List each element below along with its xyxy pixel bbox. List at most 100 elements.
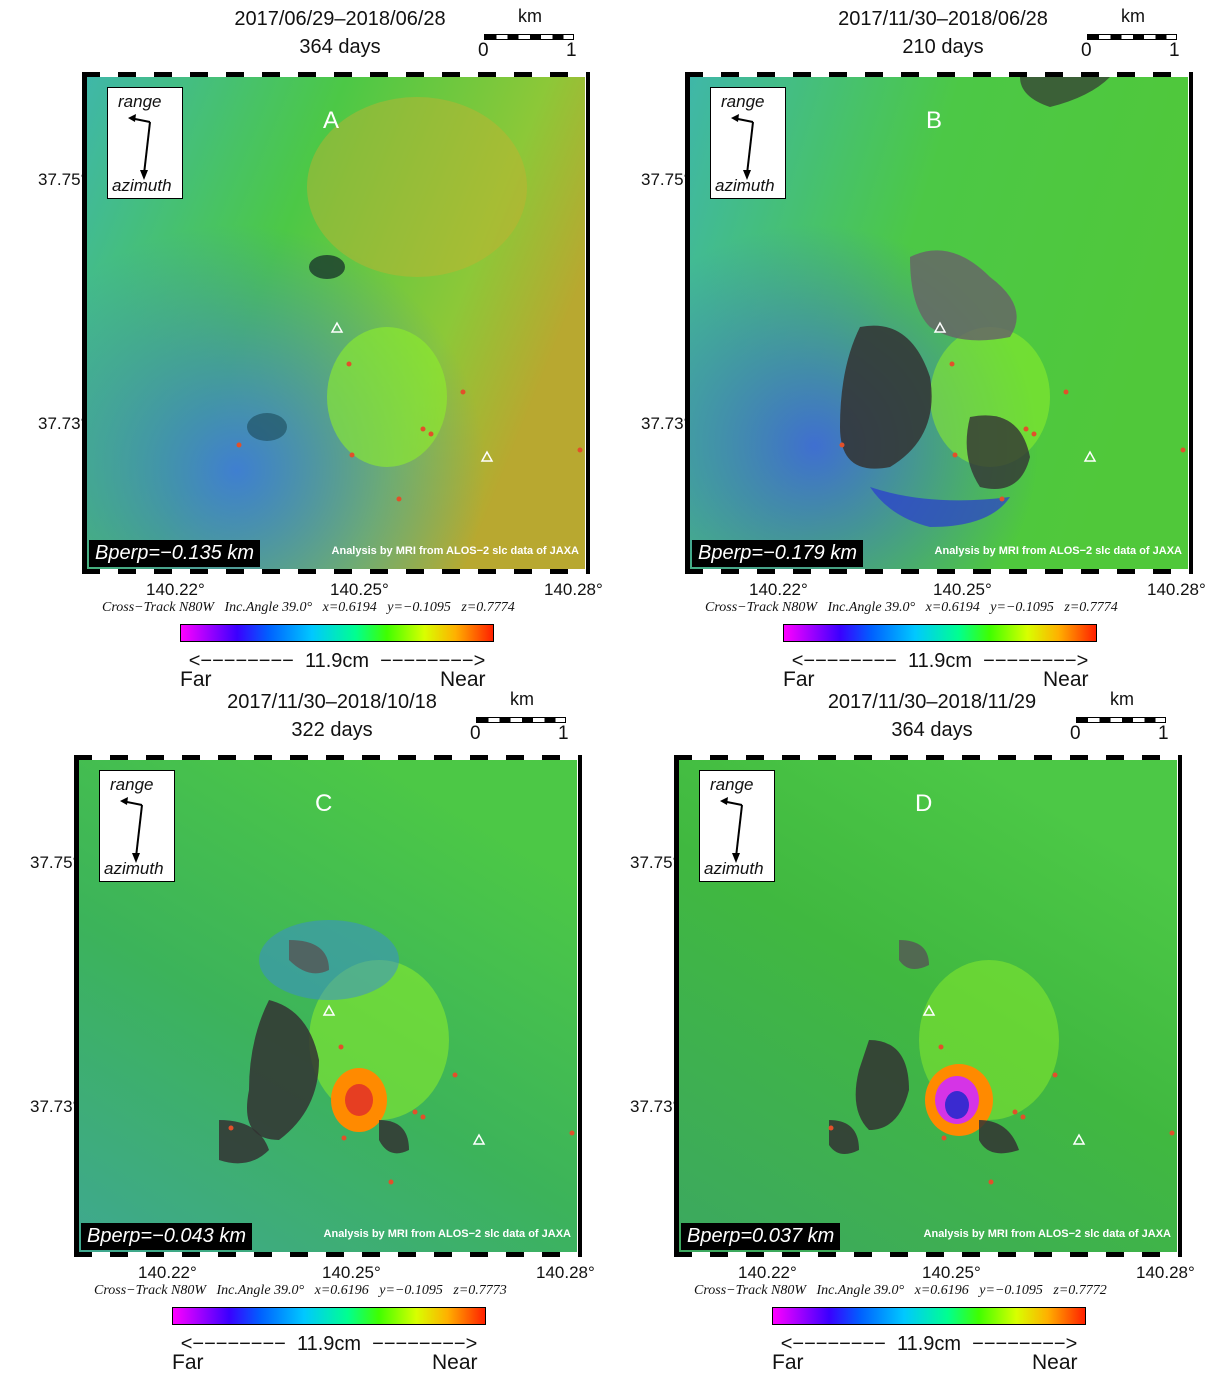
colorbar-label: <−−−−−−−− 11.9cm −−−−−−−−> — [180, 1333, 478, 1355]
volcano-triangle — [1083, 450, 1097, 462]
epicenter-dot — [999, 496, 1005, 502]
scale-min: 0 — [478, 40, 489, 61]
bperp-label: Bperp=0.037 km — [681, 1223, 841, 1250]
volcano-triangle — [922, 1004, 936, 1016]
bperp-label: Bperp=−0.179 km — [692, 540, 863, 567]
colorbar-label: <−−−−−−−− 11.9cm −−−−−−−−> — [188, 650, 486, 672]
date-range: 2017/11/30–2018/10/18 — [227, 691, 437, 713]
days-count: 364 days — [299, 36, 381, 58]
bperp-label: Bperp=−0.135 km — [89, 540, 260, 567]
scale-min: 0 — [470, 723, 481, 744]
lat-label-bottom: 37.73° — [641, 414, 691, 433]
lon-label-2: 140.25° — [322, 1263, 381, 1282]
date-range: 2017/11/30–2018/06/28 — [838, 8, 1048, 30]
epicenter-dot — [349, 452, 355, 458]
epicenter-dot — [1012, 1109, 1018, 1115]
range-label: range — [110, 775, 154, 794]
volcano-triangle — [472, 1133, 486, 1145]
features-overlay — [236, 321, 583, 502]
panel-c: 2017/11/30–2018/10/18 322 days km 0 1 37… — [0, 683, 595, 1374]
epicenter-dot — [396, 496, 402, 502]
days-count: 322 days — [291, 719, 373, 741]
cross-track-info: Cross−Track N80W Inc.Angle 39.0° x=0.619… — [705, 600, 1118, 615]
scale-unit: km — [518, 6, 542, 26]
colorbar-label: <−−−−−−−− 11.9cm −−−−−−−−> — [791, 650, 1089, 672]
volcano-triangle — [330, 321, 344, 333]
epicenter-dot — [988, 1179, 994, 1185]
lon-label-1: 140.22° — [738, 1263, 797, 1282]
panel-d: 2017/11/30–2018/11/29 364 days km 0 1 37… — [592, 683, 1195, 1374]
epicenter-dot — [460, 389, 466, 395]
lon-label-2: 140.25° — [933, 580, 992, 599]
panel-letter: A — [323, 107, 340, 134]
look-direction-box: range azimuth — [99, 770, 175, 882]
epicenter-dot — [236, 442, 242, 448]
scale-unit: km — [510, 689, 534, 709]
colorbar — [772, 1307, 1086, 1325]
epicenter-dot — [1020, 1114, 1026, 1120]
epicenter-dot — [941, 1135, 947, 1141]
lon-label-3: 140.28° — [544, 580, 603, 599]
scale-bar-graphic — [476, 717, 566, 723]
epicenter-dot — [1031, 431, 1037, 437]
scale-bar: km 0 1 — [478, 6, 590, 62]
date-range: 2017/06/29–2018/06/28 — [234, 8, 446, 30]
look-arrow-icon — [720, 797, 743, 863]
lat-label-top: 37.75° — [38, 170, 88, 189]
features-overlay — [228, 1004, 575, 1185]
epicenter-dot — [577, 447, 583, 453]
bperp-label: Bperp=−0.043 km — [81, 1223, 252, 1250]
scale-bar-graphic — [1087, 34, 1177, 40]
near-label: Near — [432, 1351, 478, 1374]
lat-label-top: 37.75° — [630, 853, 680, 872]
epicenter-dot — [346, 361, 352, 367]
look-direction-box: range azimuth — [107, 87, 183, 199]
scale-max: 1 — [1169, 40, 1180, 61]
features-overlay — [828, 1004, 1175, 1185]
far-label: Far — [180, 668, 212, 691]
panel-letter: D — [915, 790, 933, 817]
colorbar — [783, 624, 1097, 642]
colorbar — [172, 1307, 486, 1325]
range-label: range — [710, 775, 754, 794]
date-range: 2017/11/30–2018/11/29 — [827, 691, 1037, 713]
colorbar-label: <−−−−−−−− 11.9cm −−−−−−−−> — [780, 1333, 1078, 1355]
far-label: Far — [772, 1351, 804, 1374]
lat-label-bottom: 37.73° — [30, 1097, 80, 1116]
credit-label: Analysis by MRI from ALOS−2 slc data of … — [331, 545, 579, 557]
scale-bar-graphic — [484, 34, 574, 40]
azimuth-label: azimuth — [104, 859, 164, 878]
scale-max: 1 — [1158, 723, 1169, 744]
cross-track-info: Cross−Track N80W Inc.Angle 39.0° x=0.619… — [102, 600, 515, 615]
azimuth-label: azimuth — [715, 176, 775, 195]
epicenter-dot — [569, 1130, 575, 1136]
panel-letter: C — [315, 790, 333, 817]
scale-min: 0 — [1081, 40, 1092, 61]
panel-a: 2017/06/29–2018/06/28 364 days km 0 1 37… — [0, 0, 603, 691]
epicenter-dot — [452, 1072, 458, 1078]
colorbar — [180, 624, 494, 642]
epicenter-dot — [412, 1109, 418, 1115]
lon-label-2: 140.25° — [330, 580, 389, 599]
interferogram-map: range azimuth B Bperp=−0.179 km Analysis… — [685, 72, 1193, 574]
lat-label-bottom: 37.73° — [38, 414, 88, 433]
credit-label: Analysis by MRI from ALOS−2 slc data of … — [323, 1228, 571, 1240]
azimuth-label: azimuth — [704, 859, 764, 878]
panel-b: 2017/11/30–2018/06/28 210 days km 0 1 37… — [603, 0, 1206, 691]
near-label: Near — [440, 668, 486, 691]
lon-label-3: 140.28° — [1147, 580, 1206, 599]
lon-label-3: 140.28° — [1136, 1263, 1195, 1282]
volcano-triangle — [933, 321, 947, 333]
epicenter-dot — [1063, 389, 1069, 395]
look-arrow-icon — [120, 797, 143, 863]
scale-bar: km 0 1 — [470, 689, 582, 745]
days-count: 364 days — [891, 719, 973, 741]
epicenter-dot — [938, 1044, 944, 1050]
epicenter-dot — [1052, 1072, 1058, 1078]
epicenter-dot — [338, 1044, 344, 1050]
near-label: Near — [1032, 1351, 1078, 1374]
scale-min: 0 — [1070, 723, 1081, 744]
scale-max: 1 — [566, 40, 577, 61]
epicenter-dot — [388, 1179, 394, 1185]
volcano-triangle — [480, 450, 494, 462]
